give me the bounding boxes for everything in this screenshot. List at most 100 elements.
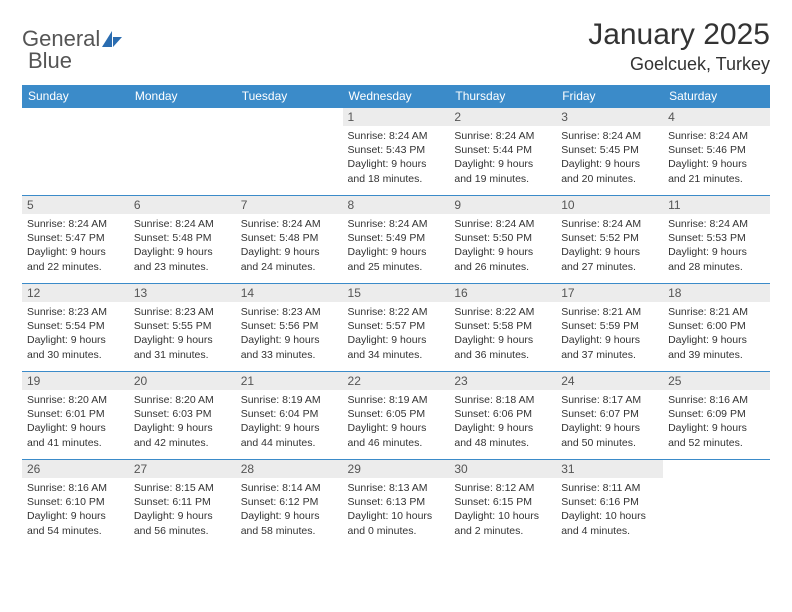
calendar-body: 1Sunrise: 8:24 AMSunset: 5:43 PMDaylight… [22,108,770,548]
empty-cell [236,108,343,196]
day-number: 28 [236,460,343,478]
day-details: Sunrise: 8:17 AMSunset: 6:07 PMDaylight:… [556,390,663,454]
day-cell: 23Sunrise: 8:18 AMSunset: 6:06 PMDayligh… [449,372,556,460]
day-details: Sunrise: 8:24 AMSunset: 5:49 PMDaylight:… [343,214,450,278]
calendar-table: Sunday Monday Tuesday Wednesday Thursday… [22,85,770,548]
day-number: 20 [129,372,236,390]
day-number: 13 [129,284,236,302]
day-number: 16 [449,284,556,302]
day-details: Sunrise: 8:24 AMSunset: 5:43 PMDaylight:… [343,126,450,190]
day-number: 5 [22,196,129,214]
day-number: 11 [663,196,770,214]
day-details: Sunrise: 8:19 AMSunset: 6:04 PMDaylight:… [236,390,343,454]
empty-cell [22,108,129,196]
calendar-row: 1Sunrise: 8:24 AMSunset: 5:43 PMDaylight… [22,108,770,196]
day-details: Sunrise: 8:12 AMSunset: 6:15 PMDaylight:… [449,478,556,542]
day-number: 25 [663,372,770,390]
day-details: Sunrise: 8:22 AMSunset: 5:58 PMDaylight:… [449,302,556,366]
day-cell: 6Sunrise: 8:24 AMSunset: 5:48 PMDaylight… [129,196,236,284]
day-number: 8 [343,196,450,214]
day-cell: 28Sunrise: 8:14 AMSunset: 6:12 PMDayligh… [236,460,343,548]
day-number: 12 [22,284,129,302]
day-details: Sunrise: 8:24 AMSunset: 5:50 PMDaylight:… [449,214,556,278]
day-cell: 21Sunrise: 8:19 AMSunset: 6:04 PMDayligh… [236,372,343,460]
day-details: Sunrise: 8:23 AMSunset: 5:56 PMDaylight:… [236,302,343,366]
day-details: Sunrise: 8:13 AMSunset: 6:13 PMDaylight:… [343,478,450,542]
day-cell: 4Sunrise: 8:24 AMSunset: 5:46 PMDaylight… [663,108,770,196]
day-details: Sunrise: 8:14 AMSunset: 6:12 PMDaylight:… [236,478,343,542]
day-cell: 24Sunrise: 8:17 AMSunset: 6:07 PMDayligh… [556,372,663,460]
day-number: 6 [129,196,236,214]
day-details: Sunrise: 8:19 AMSunset: 6:05 PMDaylight:… [343,390,450,454]
day-number: 30 [449,460,556,478]
day-cell: 5Sunrise: 8:24 AMSunset: 5:47 PMDaylight… [22,196,129,284]
day-details: Sunrise: 8:23 AMSunset: 5:55 PMDaylight:… [129,302,236,366]
day-cell: 16Sunrise: 8:22 AMSunset: 5:58 PMDayligh… [449,284,556,372]
weekday-header-row: Sunday Monday Tuesday Wednesday Thursday… [22,85,770,108]
day-cell: 13Sunrise: 8:23 AMSunset: 5:55 PMDayligh… [129,284,236,372]
location: Goelcuek, Turkey [588,54,770,75]
day-number: 23 [449,372,556,390]
weekday-header: Friday [556,85,663,108]
empty-cell [129,108,236,196]
day-number: 26 [22,460,129,478]
day-cell: 27Sunrise: 8:15 AMSunset: 6:11 PMDayligh… [129,460,236,548]
day-number: 14 [236,284,343,302]
day-details: Sunrise: 8:16 AMSunset: 6:09 PMDaylight:… [663,390,770,454]
day-number: 2 [449,108,556,126]
day-details: Sunrise: 8:20 AMSunset: 6:03 PMDaylight:… [129,390,236,454]
header: General January 2025 Goelcuek, Turkey [22,18,770,75]
weekday-header: Saturday [663,85,770,108]
day-details: Sunrise: 8:24 AMSunset: 5:53 PMDaylight:… [663,214,770,278]
calendar-row: 26Sunrise: 8:16 AMSunset: 6:10 PMDayligh… [22,460,770,548]
day-cell: 30Sunrise: 8:12 AMSunset: 6:15 PMDayligh… [449,460,556,548]
day-details: Sunrise: 8:24 AMSunset: 5:48 PMDaylight:… [236,214,343,278]
day-details: Sunrise: 8:24 AMSunset: 5:52 PMDaylight:… [556,214,663,278]
day-cell: 1Sunrise: 8:24 AMSunset: 5:43 PMDaylight… [343,108,450,196]
day-details: Sunrise: 8:18 AMSunset: 6:06 PMDaylight:… [449,390,556,454]
day-details: Sunrise: 8:24 AMSunset: 5:46 PMDaylight:… [663,126,770,190]
day-details: Sunrise: 8:16 AMSunset: 6:10 PMDaylight:… [22,478,129,542]
day-number: 3 [556,108,663,126]
day-details: Sunrise: 8:15 AMSunset: 6:11 PMDaylight:… [129,478,236,542]
logo: General [22,18,125,52]
day-cell: 10Sunrise: 8:24 AMSunset: 5:52 PMDayligh… [556,196,663,284]
day-details: Sunrise: 8:24 AMSunset: 5:44 PMDaylight:… [449,126,556,190]
calendar-row: 12Sunrise: 8:23 AMSunset: 5:54 PMDayligh… [22,284,770,372]
day-number: 17 [556,284,663,302]
day-number: 9 [449,196,556,214]
calendar-row: 19Sunrise: 8:20 AMSunset: 6:01 PMDayligh… [22,372,770,460]
day-details: Sunrise: 8:24 AMSunset: 5:48 PMDaylight:… [129,214,236,278]
logo-sail-icon [101,30,123,48]
day-number: 18 [663,284,770,302]
day-cell: 2Sunrise: 8:24 AMSunset: 5:44 PMDaylight… [449,108,556,196]
weekday-header: Thursday [449,85,556,108]
day-cell: 8Sunrise: 8:24 AMSunset: 5:49 PMDaylight… [343,196,450,284]
day-cell: 9Sunrise: 8:24 AMSunset: 5:50 PMDaylight… [449,196,556,284]
day-details: Sunrise: 8:11 AMSunset: 6:16 PMDaylight:… [556,478,663,542]
weekday-header: Monday [129,85,236,108]
day-cell: 11Sunrise: 8:24 AMSunset: 5:53 PMDayligh… [663,196,770,284]
day-number: 24 [556,372,663,390]
day-details: Sunrise: 8:20 AMSunset: 6:01 PMDaylight:… [22,390,129,454]
day-cell: 20Sunrise: 8:20 AMSunset: 6:03 PMDayligh… [129,372,236,460]
day-cell: 17Sunrise: 8:21 AMSunset: 5:59 PMDayligh… [556,284,663,372]
day-number: 1 [343,108,450,126]
day-details: Sunrise: 8:24 AMSunset: 5:47 PMDaylight:… [22,214,129,278]
day-number: 10 [556,196,663,214]
title-block: January 2025 Goelcuek, Turkey [588,18,770,75]
day-number: 21 [236,372,343,390]
day-cell: 26Sunrise: 8:16 AMSunset: 6:10 PMDayligh… [22,460,129,548]
day-cell: 12Sunrise: 8:23 AMSunset: 5:54 PMDayligh… [22,284,129,372]
day-cell: 29Sunrise: 8:13 AMSunset: 6:13 PMDayligh… [343,460,450,548]
day-cell: 14Sunrise: 8:23 AMSunset: 5:56 PMDayligh… [236,284,343,372]
day-cell: 22Sunrise: 8:19 AMSunset: 6:05 PMDayligh… [343,372,450,460]
day-number: 4 [663,108,770,126]
day-cell: 7Sunrise: 8:24 AMSunset: 5:48 PMDaylight… [236,196,343,284]
day-details: Sunrise: 8:22 AMSunset: 5:57 PMDaylight:… [343,302,450,366]
day-number: 29 [343,460,450,478]
day-cell: 15Sunrise: 8:22 AMSunset: 5:57 PMDayligh… [343,284,450,372]
day-number: 19 [22,372,129,390]
day-number: 27 [129,460,236,478]
day-cell: 25Sunrise: 8:16 AMSunset: 6:09 PMDayligh… [663,372,770,460]
